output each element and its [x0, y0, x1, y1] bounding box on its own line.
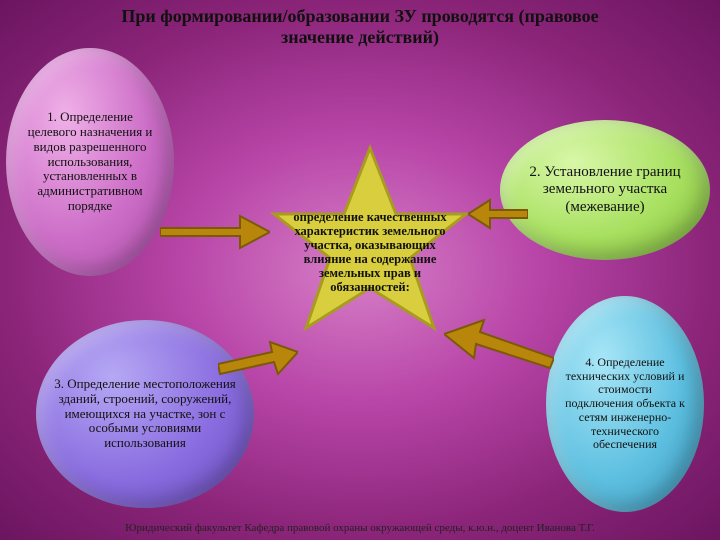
arrow-top-left-icon: [160, 210, 270, 254]
title-line1: При формировании/образовании ЗУ проводят…: [121, 6, 598, 26]
page-title: При формировании/образовании ЗУ проводят…: [0, 6, 720, 48]
bubble-top-left: 1. Определение целевого назначения и вид…: [6, 48, 174, 276]
footer-text: Юридический факультет Кафедра правовой о…: [0, 522, 720, 534]
bubble-top-right: 2. Установление границ земельного участк…: [500, 120, 710, 260]
title-line2: значение действий): [20, 27, 700, 48]
arrow-bottom-left-icon: [218, 338, 298, 382]
bubble-bottom-right-text: 4. Определение технических условий и сто…: [564, 356, 686, 453]
center-star-text: определение качественных характеристик з…: [290, 210, 450, 294]
bubble-top-right-text: 2. Установление границ земельного участк…: [518, 164, 692, 216]
bubble-bottom-left-text: 3. Определение местоположения зданий, ст…: [54, 377, 236, 452]
bubble-top-left-text: 1. Определение целевого назначения и вид…: [24, 110, 156, 215]
bubble-bottom-right: 4. Определение технических условий и сто…: [546, 296, 704, 512]
arrow-top-right-icon: [468, 194, 528, 234]
arrow-bottom-right-icon: [444, 316, 554, 372]
